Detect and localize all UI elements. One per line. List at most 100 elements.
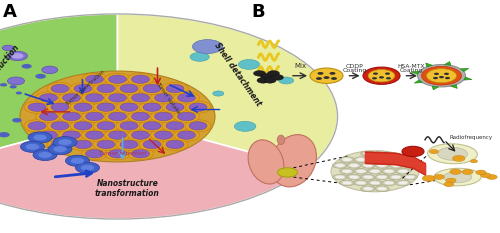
- Ellipse shape: [346, 174, 362, 180]
- Circle shape: [104, 110, 130, 123]
- Text: B: B: [251, 3, 264, 21]
- Circle shape: [363, 67, 400, 84]
- Ellipse shape: [342, 169, 352, 173]
- Circle shape: [26, 144, 40, 150]
- Circle shape: [0, 83, 7, 86]
- Circle shape: [143, 140, 161, 149]
- Polygon shape: [411, 71, 419, 74]
- Circle shape: [132, 112, 150, 121]
- Circle shape: [93, 82, 119, 95]
- Text: Size reduction: Size reduction: [0, 43, 20, 96]
- Ellipse shape: [396, 168, 410, 174]
- Circle shape: [189, 122, 207, 130]
- Circle shape: [36, 110, 62, 123]
- Circle shape: [185, 120, 211, 132]
- Circle shape: [40, 94, 58, 102]
- Ellipse shape: [354, 157, 368, 162]
- Ellipse shape: [438, 147, 468, 160]
- Polygon shape: [460, 69, 469, 72]
- Circle shape: [132, 75, 150, 83]
- Ellipse shape: [332, 174, 347, 180]
- Circle shape: [162, 138, 188, 151]
- Circle shape: [264, 78, 276, 83]
- Circle shape: [386, 77, 391, 79]
- Ellipse shape: [356, 181, 366, 185]
- Circle shape: [154, 94, 172, 102]
- Text: Coating: Coating: [400, 68, 423, 73]
- Circle shape: [82, 148, 108, 160]
- Circle shape: [150, 129, 176, 141]
- Circle shape: [58, 92, 84, 104]
- Circle shape: [430, 150, 438, 154]
- Circle shape: [166, 122, 184, 130]
- Circle shape: [62, 94, 80, 102]
- Circle shape: [86, 112, 103, 121]
- Circle shape: [97, 103, 115, 111]
- Ellipse shape: [340, 157, 354, 162]
- Circle shape: [82, 92, 108, 104]
- Wedge shape: [0, 14, 118, 168]
- Circle shape: [97, 122, 115, 130]
- Ellipse shape: [405, 175, 415, 179]
- Circle shape: [16, 92, 22, 95]
- Ellipse shape: [374, 174, 390, 180]
- Text: Radiofrequency: Radiofrequency: [449, 135, 492, 140]
- Ellipse shape: [363, 164, 373, 167]
- Circle shape: [20, 71, 215, 162]
- Circle shape: [104, 129, 130, 141]
- Circle shape: [242, 61, 258, 69]
- Circle shape: [70, 82, 96, 95]
- Circle shape: [310, 68, 343, 83]
- Circle shape: [53, 146, 67, 152]
- Circle shape: [331, 151, 419, 192]
- Ellipse shape: [398, 169, 408, 173]
- Circle shape: [36, 92, 62, 104]
- Ellipse shape: [368, 180, 382, 186]
- Ellipse shape: [370, 181, 380, 185]
- Circle shape: [116, 82, 142, 95]
- Circle shape: [33, 149, 57, 161]
- Circle shape: [70, 138, 96, 151]
- Ellipse shape: [270, 135, 316, 187]
- Circle shape: [74, 140, 92, 149]
- Ellipse shape: [434, 168, 481, 186]
- Ellipse shape: [444, 171, 471, 183]
- Circle shape: [324, 76, 330, 79]
- Circle shape: [190, 52, 210, 61]
- Circle shape: [132, 94, 150, 102]
- Circle shape: [86, 131, 103, 139]
- Circle shape: [433, 77, 438, 79]
- Circle shape: [86, 150, 103, 158]
- Circle shape: [162, 101, 188, 113]
- Polygon shape: [464, 77, 472, 80]
- Ellipse shape: [363, 152, 373, 156]
- Circle shape: [108, 112, 126, 121]
- Circle shape: [104, 148, 130, 160]
- Circle shape: [74, 122, 92, 130]
- Circle shape: [62, 131, 80, 139]
- Circle shape: [128, 129, 154, 141]
- Text: Shell detachment: Shell detachment: [212, 41, 263, 108]
- Circle shape: [154, 112, 172, 121]
- Circle shape: [40, 131, 58, 139]
- Circle shape: [450, 169, 462, 175]
- Circle shape: [402, 146, 424, 157]
- Circle shape: [154, 131, 172, 139]
- Circle shape: [53, 137, 77, 148]
- Text: CDDP: CDDP: [346, 64, 364, 69]
- Ellipse shape: [277, 135, 285, 144]
- Circle shape: [418, 65, 466, 87]
- Polygon shape: [414, 80, 422, 83]
- Circle shape: [426, 69, 456, 83]
- Circle shape: [192, 40, 222, 54]
- Ellipse shape: [398, 158, 408, 161]
- Circle shape: [185, 101, 211, 113]
- Ellipse shape: [398, 181, 408, 185]
- Circle shape: [12, 118, 22, 123]
- Circle shape: [120, 84, 138, 93]
- Circle shape: [76, 162, 100, 173]
- Circle shape: [234, 121, 256, 131]
- Circle shape: [260, 74, 272, 79]
- Ellipse shape: [384, 158, 394, 161]
- Circle shape: [70, 101, 96, 113]
